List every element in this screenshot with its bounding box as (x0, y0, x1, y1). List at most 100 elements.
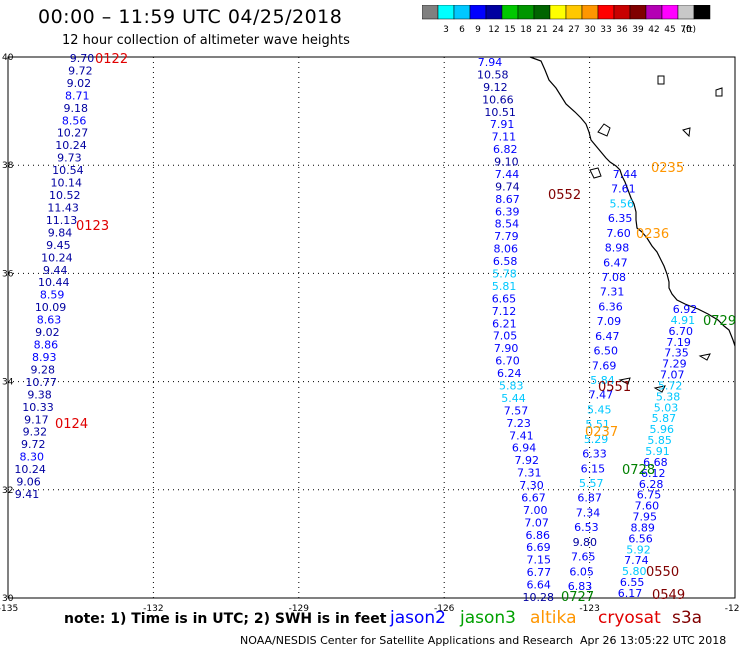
wave-height-label: 9.10 (494, 156, 519, 169)
wave-height-label: 6.69 (526, 541, 551, 554)
wave-height-label: 6.05 (569, 565, 594, 578)
wave-height-label: 5.87 (652, 412, 677, 425)
wave-height-label: 8.89 (630, 521, 655, 534)
track-time-label: 0549 (652, 588, 685, 603)
wave-height-label: 6.94 (512, 442, 537, 455)
wave-height-label: 9.70 (70, 52, 95, 65)
map-subtitle: 12 hour collection of altimeter wave hei… (62, 33, 350, 48)
color-scale-label: 21 (536, 25, 547, 35)
track-time-label: 0550 (646, 565, 679, 580)
color-swatch (693, 5, 711, 20)
lake-outline (682, 127, 691, 138)
wave-height-label: 5.83 (499, 379, 524, 392)
wave-height-label: 9.18 (63, 102, 88, 115)
wave-height-label: 7.44 (495, 168, 520, 181)
satellite-legend-altika: altika (530, 608, 577, 628)
wave-height-label: 6.77 (527, 566, 552, 579)
wave-height-label: 6.35 (608, 212, 633, 225)
wave-height-label: 10.14 (51, 177, 83, 190)
wave-height-label: 7.29 (662, 358, 687, 371)
lon-tick-label: -132 (143, 604, 163, 614)
wave-height-label: 5.72 (658, 379, 683, 392)
wave-height-label: 9.74 (495, 180, 520, 193)
satellite-legend-cryosat: cryosat (598, 608, 661, 628)
wave-height-label: 10.44 (38, 276, 70, 289)
lon-tick-label: -123 (579, 604, 599, 614)
wave-height-label: 6.92 (673, 303, 698, 316)
wave-height-label: 5.51 (585, 418, 610, 431)
satellite-legend-s3a: s3a (672, 608, 703, 628)
wave-height-label: 9.73 (57, 152, 82, 165)
color-scale-legend: 3 6 9 12 15 18 21 24 27 30 33 36 39 42 45 70(ft) (422, 5, 711, 35)
wave-height-label: 7.34 (576, 506, 601, 519)
wave-height-label: 5.38 (656, 390, 681, 403)
wave-height-label: 6.56 (628, 532, 653, 545)
wave-height-label: 7.79 (494, 230, 519, 243)
wave-height-label: 7.44 (613, 168, 638, 181)
wave-height-label: 7.61 (611, 183, 636, 196)
wave-height-label: 8.06 (493, 243, 518, 256)
wave-height-label: 5.81 (492, 280, 517, 293)
wave-height-label: 7.60 (635, 500, 660, 513)
lon-tick-label: -129 (289, 604, 310, 614)
wave-height-label: 6.17 (618, 587, 643, 600)
wave-height-label: 7.60 (606, 227, 631, 240)
wave-height-label: 7.07 (524, 516, 549, 529)
color-scale-label: 9 (475, 25, 481, 35)
wave-height-label: 8.86 (34, 339, 59, 352)
wave-height-label: 11.43 (47, 201, 79, 214)
wave-height-label: 9.38 (27, 388, 52, 401)
satellite-legend-jason3: jason3 (460, 608, 516, 628)
wave-height-label: 6.82 (493, 143, 518, 156)
credit-line: NOAA/NESDIS Center for Satellite Applica… (240, 634, 574, 647)
wave-height-label: 7.31 (600, 286, 625, 299)
wave-height-label: 10.24 (14, 463, 46, 476)
wave-height-label: 5.03 (654, 401, 679, 414)
lon-tick-label: -126 (434, 604, 455, 614)
wave-height-label: 9.41 (15, 488, 40, 501)
color-scale-label: 18 (520, 25, 532, 35)
wave-height-label: 9.80 (573, 536, 598, 549)
wave-height-label: 9.02 (35, 326, 60, 339)
lake-outline (597, 123, 611, 137)
color-scale-unit: (ft) (682, 25, 696, 35)
track-time-label: 0551 (598, 380, 631, 395)
color-scale-label: 42 (648, 25, 659, 35)
wave-height-label: 6.12 (641, 467, 666, 480)
color-scale-label: 3 (443, 25, 449, 35)
color-scale-label: 6 (459, 25, 465, 35)
wave-height-label: 10.52 (49, 189, 81, 202)
track-time-label: 0552 (548, 188, 581, 203)
wave-height-label: 7.35 (664, 347, 689, 360)
wave-height-label: 8.54 (495, 218, 520, 231)
footnote: note: 1) Time is in UTC; 2) SWH is in fe… (64, 611, 387, 627)
wave-height-label: 5.44 (501, 392, 526, 405)
wave-height-label: 7.95 (633, 511, 658, 524)
wave-height-label: 10.24 (41, 251, 73, 264)
wave-height-label: 5.57 (579, 477, 604, 490)
track-time-label: 0124 (55, 417, 88, 432)
wave-height-label: 6.53 (574, 521, 599, 534)
color-scale-label: 30 (584, 25, 596, 35)
color-scale-label: 39 (632, 25, 644, 35)
lake-outline (715, 87, 723, 97)
lake-outline (657, 75, 665, 85)
track-time-label: 0727 (561, 590, 594, 605)
color-scale-label: 27 (568, 25, 579, 35)
wave-height-label: 6.87 (577, 492, 602, 505)
wave-height-label: 8.67 (495, 193, 520, 206)
wave-height-label: 8.56 (62, 114, 87, 127)
island-outline (618, 353, 711, 393)
color-scale-label: 33 (600, 25, 611, 35)
wave-height-label: 10.33 (22, 401, 54, 414)
wave-height-label: 10.27 (57, 127, 89, 140)
wave-height-label: 7.30 (519, 479, 544, 492)
wave-height-label: 6.55 (620, 576, 645, 589)
wave-height-label: 10.24 (55, 139, 87, 152)
wave-height-label: 7.57 (504, 404, 529, 417)
lat-tick-label: 30 (2, 594, 14, 604)
wave-height-label: 6.50 (593, 345, 618, 358)
wave-height-label: 8.59 (40, 289, 65, 302)
track-time-label: 0728 (622, 463, 655, 478)
wave-height-label: 9.44 (43, 264, 68, 277)
